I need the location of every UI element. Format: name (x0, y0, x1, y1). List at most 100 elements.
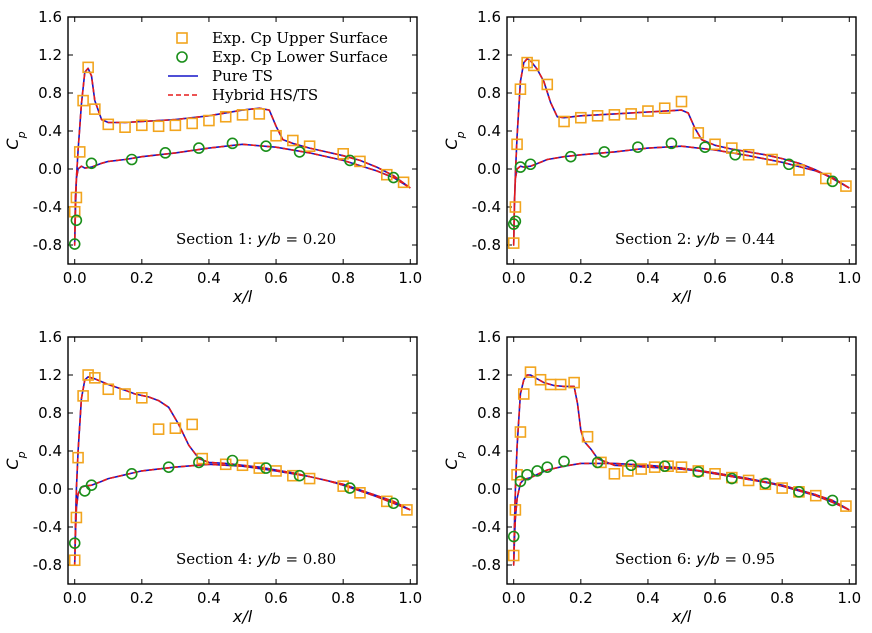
upper-surface-point (73, 146, 86, 158)
y-tick-label: -0.4 (472, 518, 501, 536)
lower-surface-point (260, 140, 272, 152)
upper-surface-point (675, 461, 688, 473)
y-tick-label: 0.4 (38, 442, 62, 460)
x-axis-label: x/l (671, 287, 692, 306)
lower-surface-point (293, 146, 306, 158)
y-axis-label: Cp (3, 451, 28, 469)
pure-ts-line (512, 58, 850, 246)
lower-surface-point (344, 482, 356, 494)
upper-surface-point (287, 134, 299, 147)
upper-surface-point (380, 495, 393, 508)
lower-surface-point (729, 148, 741, 161)
x-tick-label: 1.0 (398, 269, 422, 287)
lower-surface-point (598, 146, 611, 158)
lower-surface-point (514, 161, 527, 173)
y-tick-label: 0.0 (38, 480, 62, 498)
upper-surface-point (591, 110, 604, 122)
y-tick-label: -0.8 (472, 556, 501, 574)
lower-surface-point (78, 485, 91, 497)
upper-surface-point (119, 388, 131, 400)
upper-surface-point (337, 480, 349, 492)
lower-surface-point (726, 472, 738, 485)
x-tick-label: 1.0 (398, 589, 422, 607)
upper-surface-point (102, 383, 115, 396)
upper-surface-point (622, 465, 634, 477)
lower-surface-point (783, 158, 795, 171)
upper-surface-point (742, 474, 755, 487)
upper-surface-point (726, 142, 738, 154)
upper-surface-point (354, 486, 366, 499)
y-tick-label: 0.8 (38, 404, 62, 422)
lower-surface-point (625, 459, 637, 472)
x-axis-label: x/l (671, 607, 692, 626)
y-tick-label: 1.6 (477, 328, 501, 346)
lower-surface-point (85, 157, 98, 170)
section-annotation: Section 1: y/b = 0.20 (176, 230, 336, 248)
upper-surface-point (840, 180, 852, 192)
upper-surface-point (270, 465, 282, 477)
y-tick-label: 1.6 (477, 8, 501, 26)
y-tick-label: -0.4 (33, 518, 62, 536)
lower-surface-point (387, 171, 400, 184)
y-tick-label: 0.8 (477, 84, 501, 102)
upper-surface-point (102, 118, 115, 131)
lower-surface-point (226, 454, 239, 467)
y-axis-label: Cp (442, 451, 467, 469)
x-tick-label: 0.2 (130, 269, 154, 287)
upper-surface-point (152, 423, 165, 435)
y-tick-label: 0.0 (477, 160, 501, 178)
legend-label-hybrid: Hybrid HS/TS (212, 86, 318, 104)
lower-surface-point (541, 461, 554, 473)
x-tick-label: 0.0 (502, 589, 526, 607)
lower-surface-point (699, 141, 711, 153)
lower-surface-point (665, 137, 678, 150)
upper-surface-point (219, 110, 232, 123)
upper-surface-point (692, 127, 705, 139)
y-tick-label: 1.6 (38, 328, 62, 346)
section-annotation: Section 4: y/b = 0.80 (176, 550, 336, 568)
lower-surface-point (826, 175, 839, 188)
plot-area (68, 369, 413, 567)
upper-surface-point (568, 376, 580, 389)
upper-surface-point (658, 102, 671, 114)
y-tick-label: 1.2 (38, 46, 62, 64)
upper-surface-point (303, 140, 316, 152)
x-tick-label: 0.4 (197, 269, 221, 287)
upper-surface-point (169, 422, 182, 435)
x-tick-label: 0.8 (770, 269, 794, 287)
legend-lower-marker (176, 51, 188, 63)
axes-frame (67, 16, 418, 265)
y-tick-label: 0.4 (477, 442, 501, 460)
upper-surface-point (625, 108, 637, 120)
y-axis-label: Cp (442, 131, 467, 149)
section-annotation: Section 6: y/b = 0.95 (615, 550, 775, 568)
y-tick-label: 0.4 (477, 122, 501, 140)
cp-panel-1: 0.0 0.2 0.4 0.6 0.8 1.0 -0.8 -0.4 0.0 0.4 0.8 1.2 1.… (3, 8, 422, 306)
upper-surface-point (72, 451, 84, 464)
upper-surface-point (554, 378, 567, 391)
x-tick-label: 0.2 (569, 589, 593, 607)
legend-label-pure: Pure TS (212, 67, 273, 85)
lower-surface-point (125, 467, 138, 480)
upper-surface-point (203, 114, 215, 127)
y-tick-label: 0.8 (38, 84, 62, 102)
lower-surface-point (524, 158, 537, 171)
upper-surface-point (776, 482, 788, 494)
lower-surface-point (793, 486, 805, 498)
cp-panel-4: 0.0 0.2 0.4 0.6 0.8 1.0 -0.8 -0.4 0.0 0.4 0.8 1.2 1.… (442, 328, 861, 626)
lower-surface-point (692, 466, 705, 478)
upper-surface-point (575, 111, 587, 124)
y-tick-label: -0.4 (472, 198, 501, 216)
axes-frame (506, 336, 857, 585)
pure-ts-line (73, 67, 411, 246)
upper-surface-point (397, 176, 410, 189)
x-tick-label: 0.8 (770, 589, 794, 607)
cp-panel-2: 0.0 0.2 0.4 0.6 0.8 1.0 -0.8 -0.4 0.0 0.4 0.8 1.2 1.… (442, 8, 861, 306)
upper-surface-point (709, 467, 721, 480)
y-tick-label: 0.0 (477, 480, 501, 498)
upper-surface-point (70, 191, 83, 204)
upper-surface-point (511, 138, 523, 151)
lower-surface-point (387, 497, 400, 510)
x-tick-label: 0.0 (63, 589, 87, 607)
upper-surface-point (608, 109, 621, 121)
